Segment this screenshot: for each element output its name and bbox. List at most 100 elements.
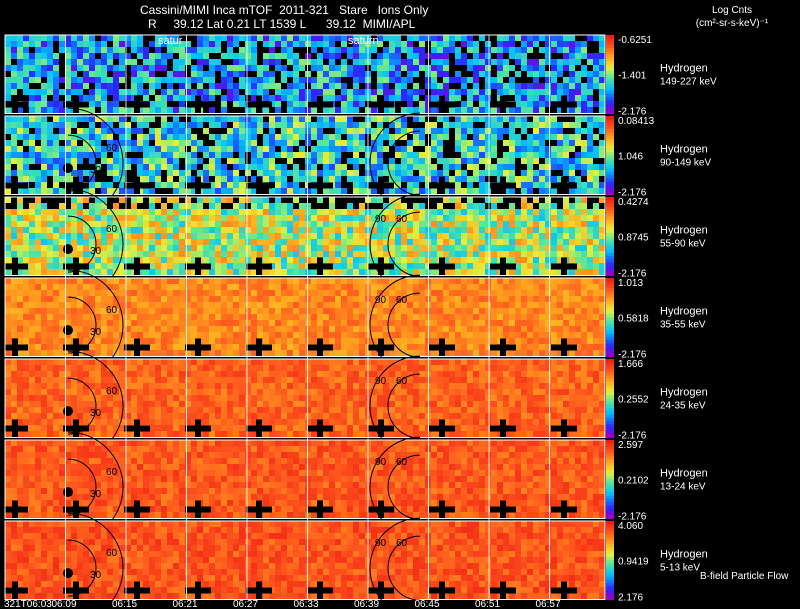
heatmap-cell bbox=[29, 284, 35, 290]
heatmap-cell bbox=[17, 314, 23, 320]
heatmap-cell bbox=[539, 203, 545, 209]
heatmap-cell bbox=[383, 326, 389, 332]
heatmap-cell bbox=[11, 302, 17, 308]
heatmap-cell bbox=[23, 41, 29, 47]
heatmap-cell bbox=[509, 77, 515, 83]
heatmap-cell bbox=[119, 308, 125, 314]
heatmap-cell bbox=[287, 284, 293, 290]
heatmap-cell bbox=[581, 215, 587, 221]
heatmap-cell bbox=[215, 278, 221, 284]
heatmap-cell bbox=[323, 77, 329, 83]
heatmap-cell bbox=[491, 122, 497, 128]
heatmap-cell bbox=[59, 344, 65, 350]
heatmap-cell bbox=[419, 320, 425, 326]
heatmap-cell bbox=[491, 77, 497, 83]
heatmap-cell bbox=[143, 65, 149, 71]
heatmap-cell bbox=[245, 35, 251, 41]
heatmap-cell bbox=[527, 269, 533, 275]
heatmap-cell bbox=[107, 209, 113, 215]
heatmap-cell bbox=[161, 77, 167, 83]
heatmap-cell bbox=[5, 365, 11, 371]
heatmap-cell bbox=[413, 251, 419, 257]
colorbar-segment bbox=[606, 64, 614, 69]
heatmap-cell bbox=[209, 278, 215, 284]
heatmap-cell bbox=[197, 359, 203, 365]
heatmap-cell bbox=[437, 47, 443, 53]
heatmap-cell bbox=[227, 65, 233, 71]
heatmap-cell bbox=[329, 359, 335, 365]
heatmap-cell bbox=[155, 332, 161, 338]
heatmap-cell bbox=[539, 134, 545, 140]
heatmap-cell bbox=[491, 128, 497, 134]
heatmap-cell bbox=[293, 152, 299, 158]
heatmap-cell bbox=[221, 326, 227, 332]
heatmap-cell bbox=[569, 107, 575, 113]
heatmap-cell bbox=[455, 227, 461, 233]
heatmap-cell bbox=[341, 65, 347, 71]
heatmap-cell bbox=[101, 290, 107, 296]
heatmap-cell bbox=[113, 158, 119, 164]
heatmap-cell bbox=[521, 308, 527, 314]
heatmap-cell bbox=[17, 278, 23, 284]
heatmap-cell bbox=[131, 365, 137, 371]
heatmap-cell bbox=[449, 257, 455, 263]
heatmap-cell bbox=[227, 227, 233, 233]
heatmap-cell bbox=[95, 227, 101, 233]
heatmap-cell bbox=[401, 203, 407, 209]
heatmap-cell bbox=[437, 314, 443, 320]
heatmap-cell bbox=[467, 182, 473, 188]
heatmap-cell bbox=[569, 257, 575, 263]
heatmap-cell bbox=[209, 47, 215, 53]
heatmap-cell bbox=[539, 128, 545, 134]
heatmap-cell bbox=[227, 53, 233, 59]
heatmap-cell bbox=[35, 239, 41, 245]
heatmap-cell bbox=[359, 209, 365, 215]
heatmap-cell bbox=[275, 107, 281, 113]
heatmap-cell bbox=[29, 158, 35, 164]
heatmap-cell bbox=[107, 116, 113, 122]
heatmap-cell bbox=[389, 269, 395, 275]
heatmap-cell bbox=[587, 233, 593, 239]
heatmap-cell bbox=[491, 83, 497, 89]
heatmap-cell bbox=[371, 290, 377, 296]
heatmap-cell bbox=[491, 290, 497, 296]
heatmap-cell bbox=[257, 35, 263, 41]
heatmap-cell bbox=[293, 245, 299, 251]
heatmap-cell bbox=[167, 35, 173, 41]
heatmap-cell bbox=[413, 332, 419, 338]
heatmap-cell bbox=[167, 134, 173, 140]
heatmap-cell bbox=[5, 95, 11, 101]
heatmap-cell bbox=[5, 326, 11, 332]
heatmap-cell bbox=[179, 308, 185, 314]
heatmap-cell bbox=[593, 326, 599, 332]
heatmap-cell bbox=[521, 215, 527, 221]
heatmap-cell bbox=[155, 263, 161, 269]
heatmap-cell bbox=[5, 269, 11, 275]
heatmap-cell bbox=[593, 239, 599, 245]
heatmap-cell bbox=[53, 71, 59, 77]
heatmap-cell bbox=[347, 89, 353, 95]
heatmap-cell bbox=[185, 308, 191, 314]
heatmap-cell bbox=[239, 128, 245, 134]
heatmap-cell bbox=[341, 140, 347, 146]
heatmap-cell bbox=[221, 71, 227, 77]
heatmap-cell bbox=[593, 152, 599, 158]
heatmap-cell bbox=[161, 89, 167, 95]
heatmap-cell bbox=[551, 269, 557, 275]
heatmap-cell bbox=[335, 251, 341, 257]
heatmap-cell bbox=[215, 215, 221, 221]
heatmap-cell bbox=[131, 320, 137, 326]
units-line-1: Log Cnts bbox=[711, 5, 753, 16]
heatmap-cell bbox=[275, 227, 281, 233]
heatmap-cell bbox=[569, 227, 575, 233]
heatmap-cell bbox=[521, 158, 527, 164]
heatmap-cell bbox=[293, 95, 299, 101]
heatmap-cell bbox=[293, 308, 299, 314]
heatmap-cell bbox=[275, 263, 281, 269]
heatmap-cell bbox=[245, 314, 251, 320]
heatmap-cell bbox=[179, 170, 185, 176]
heatmap-cell bbox=[173, 89, 179, 95]
heatmap-cell bbox=[455, 203, 461, 209]
heatmap-cell bbox=[95, 350, 101, 356]
heatmap-cell bbox=[599, 83, 605, 89]
